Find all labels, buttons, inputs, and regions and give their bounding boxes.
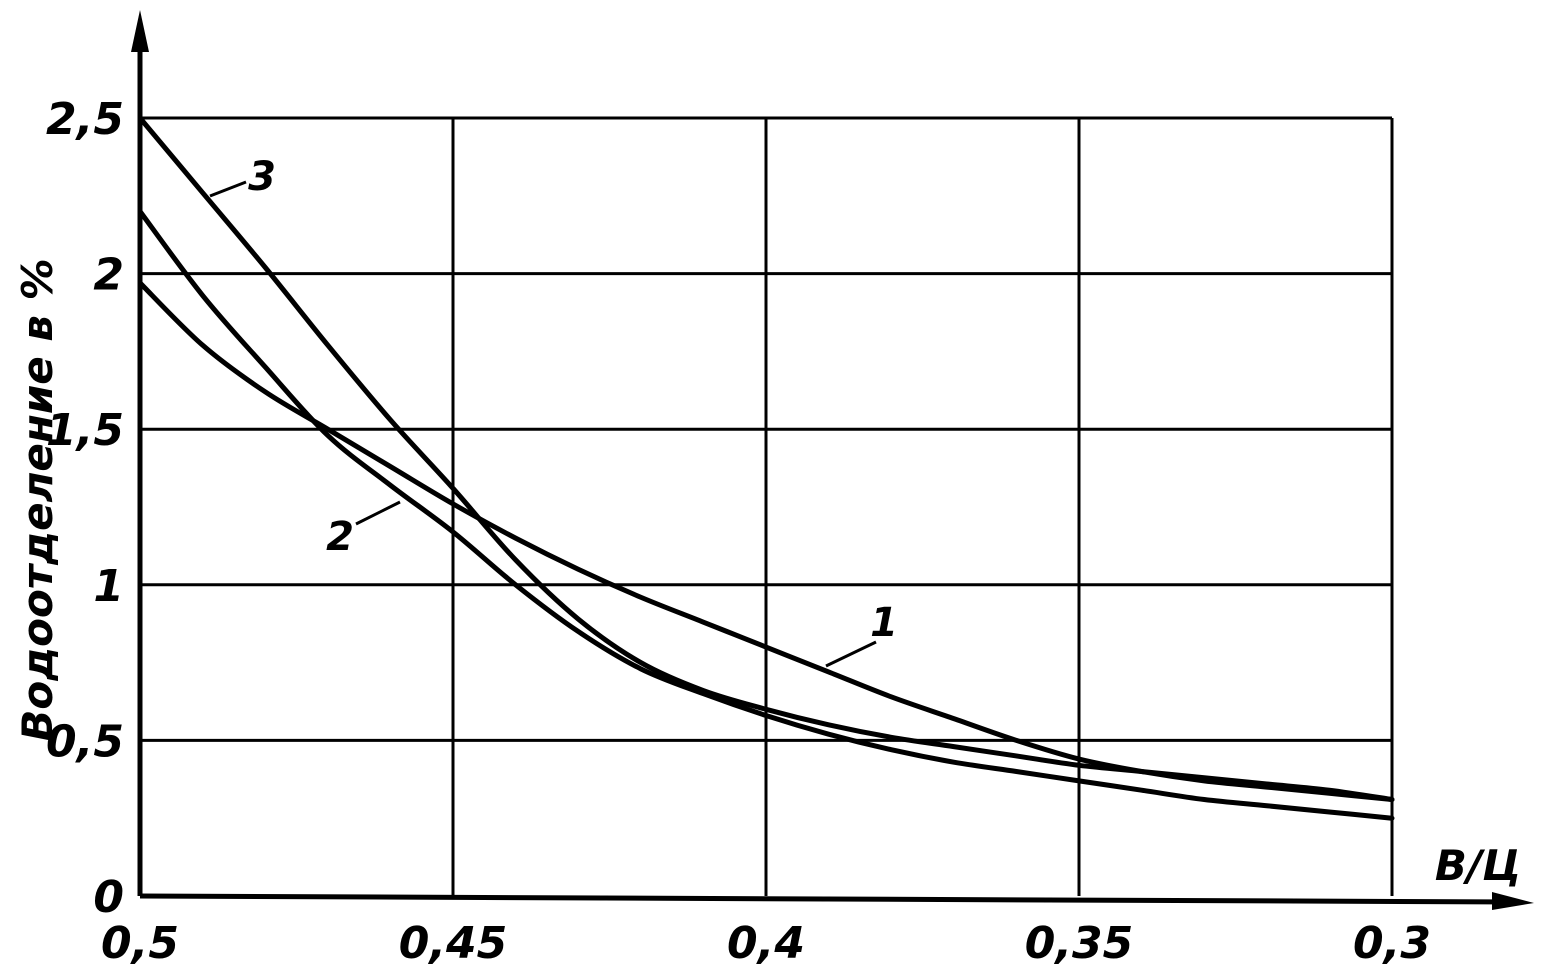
x-tick-label: 0,35: [1025, 918, 1134, 969]
x-axis-line: [139, 893, 1519, 905]
series-line-2: [137, 208, 1395, 821]
y-tick-label: 1: [93, 561, 124, 612]
series-line-3: [137, 115, 1395, 803]
series-label-3: 3: [248, 154, 276, 200]
x-tick-label: 0,4: [727, 918, 805, 969]
x-tick-label: 0,3: [1353, 918, 1431, 969]
y-tick-label: 0,5: [46, 716, 124, 767]
series-label-2: 2: [326, 514, 354, 560]
x-tick-label: 0,45: [399, 918, 508, 969]
series-label-leader: [825, 640, 877, 668]
axes: [131, 10, 1534, 910]
series-label-leader: [209, 180, 247, 198]
y-tick-label: 0: [93, 872, 124, 923]
series-label-1: 1: [870, 600, 898, 646]
y-tick-label: 1,5: [46, 405, 124, 456]
grid: [140, 116, 1394, 896]
x-axis-title: В/Ц: [1435, 841, 1521, 890]
y-axis-arrow-icon: [131, 10, 149, 52]
x-axis-arrow-icon: [1492, 892, 1534, 910]
y-axis-title: Водоотделение в %: [13, 258, 62, 741]
series-label-leader: [355, 500, 401, 526]
x-tick-label: 0,5: [101, 918, 179, 969]
y-tick-label: 2: [93, 250, 124, 301]
y-tick-label: 2,5: [46, 94, 124, 145]
series-lines: [137, 115, 1395, 821]
